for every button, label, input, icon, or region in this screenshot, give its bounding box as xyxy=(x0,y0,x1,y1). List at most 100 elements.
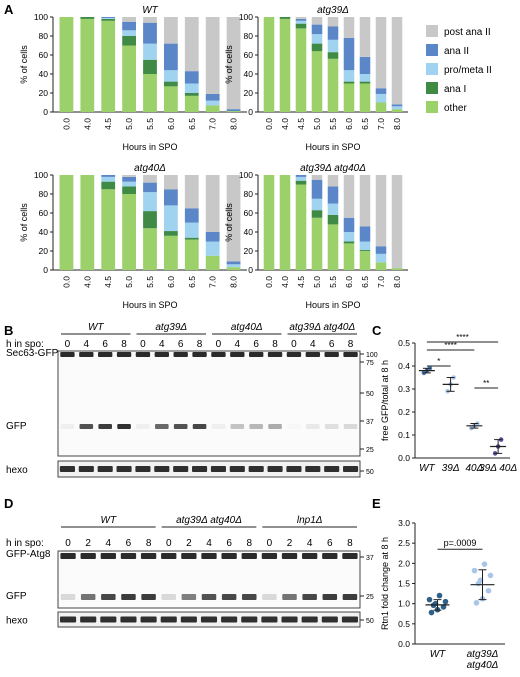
bar-segment xyxy=(205,100,220,106)
y-tick-label: 0.3 xyxy=(398,384,410,394)
hexo-band xyxy=(343,466,359,472)
bar-segment xyxy=(311,198,323,211)
bar-segment xyxy=(311,210,323,218)
bar-segment xyxy=(359,175,371,227)
time-label: h in spo: xyxy=(6,538,44,549)
bar-segment xyxy=(359,251,371,270)
x-tick-label: 7.0 xyxy=(376,118,386,130)
bar-segment xyxy=(295,175,307,177)
bar-segment xyxy=(327,17,339,27)
y-tick-label: 1.5 xyxy=(398,579,410,589)
bar-segment xyxy=(101,176,116,182)
y-tick-label: 80 xyxy=(244,31,254,41)
free-gfp-band xyxy=(155,424,169,429)
significance-label: ** xyxy=(483,379,489,388)
x-tick-label: 6.0 xyxy=(344,118,354,130)
dot-plot-e: 0.0 0.5 1.0 1.5 2.0 2.5 3.0 Rtn1 fold change at… xyxy=(380,518,505,671)
lane-label: 0 xyxy=(216,339,222,350)
y-tick-label: 3.0 xyxy=(398,518,410,528)
bar-segment xyxy=(143,182,157,193)
bar-segment xyxy=(375,253,387,263)
marker-label: 100 xyxy=(366,352,378,359)
free-gfp-band xyxy=(306,424,320,429)
bar-segment xyxy=(279,18,291,112)
x-tick-label: 8.0 xyxy=(229,118,239,130)
bar-segment xyxy=(375,88,387,94)
data-point xyxy=(442,598,449,605)
x-tick-label: 6.5 xyxy=(360,118,370,130)
hexo-band xyxy=(135,466,151,472)
bar-segment xyxy=(143,228,157,270)
lane-label: 4 xyxy=(206,538,212,549)
bar-segment xyxy=(359,250,371,251)
bar-segment xyxy=(143,211,157,229)
bar-segment xyxy=(343,70,355,82)
x-axis-label: Hours in SPO xyxy=(305,300,360,310)
hexo-band xyxy=(180,616,197,623)
x-tick-label: 6.5 xyxy=(360,276,370,288)
bar-segment xyxy=(311,51,323,112)
bar-segment xyxy=(311,217,323,270)
bar-segment xyxy=(375,93,387,103)
free-gfp-band xyxy=(80,594,96,600)
full-length-band xyxy=(211,352,226,357)
full-length-band xyxy=(286,352,302,357)
y-axis-label: % of cells xyxy=(19,45,29,84)
strain-label: atg39Δ xyxy=(155,322,187,333)
panel-letter-e: E xyxy=(372,496,381,511)
y-axis-label: % of cells xyxy=(19,203,29,242)
y-tick-label: 80 xyxy=(39,189,49,199)
bar-segment xyxy=(343,81,355,84)
bar-segment xyxy=(122,175,137,177)
bar-segment xyxy=(327,39,339,53)
bar-segment xyxy=(327,52,339,59)
stacked-bar-chart-2: 0 20 40 60 80 100 % of cells atg39Δ 0.0 4.0 4.5 5.0… xyxy=(224,5,408,152)
strain-label: WT xyxy=(101,515,117,526)
full-length-band xyxy=(343,352,358,357)
x-tick-label: 7.0 xyxy=(376,276,386,288)
bar-segment xyxy=(184,93,199,96)
bar-segment xyxy=(101,181,116,190)
bar-segment xyxy=(359,56,371,74)
lane-label: 2 xyxy=(85,538,91,549)
full-length-band xyxy=(173,352,188,357)
marker-label: 37 xyxy=(366,419,374,426)
x-category-label: atg40Δ xyxy=(467,660,499,671)
legend-entry: pro/meta II xyxy=(444,65,492,76)
x-category-label: 39Δ 40Δ xyxy=(479,463,517,474)
y-tick-label: 40 xyxy=(244,227,254,237)
marker-label: 50 xyxy=(366,391,374,398)
free-gfp-band xyxy=(262,594,277,600)
y-tick-label: 60 xyxy=(39,50,49,60)
strain-label: lnp1Δ xyxy=(297,515,323,526)
x-tick-label: 5.0 xyxy=(312,276,322,288)
bar-segment xyxy=(375,102,387,112)
bar-segment xyxy=(311,34,323,44)
lane-label: 4 xyxy=(159,339,165,350)
free-gfp-band xyxy=(342,594,358,600)
x-tick-label: 6.0 xyxy=(166,276,176,288)
y-tick-label: 40 xyxy=(244,69,254,79)
panel-letter-c: C xyxy=(372,323,382,338)
bar-segment xyxy=(184,239,199,270)
hexo-band xyxy=(140,616,157,623)
full-length-band xyxy=(324,352,339,357)
panel-letter-b: B xyxy=(4,323,13,338)
y-tick-label: 40 xyxy=(39,227,49,237)
hexo-band xyxy=(210,466,226,472)
bar-segment xyxy=(295,18,307,21)
bar-segment xyxy=(327,186,339,204)
data-point xyxy=(436,592,443,599)
free-gfp-band xyxy=(302,594,317,600)
lane-label: 6 xyxy=(329,339,335,350)
bar-segment xyxy=(163,81,178,87)
bar-segment xyxy=(80,175,95,270)
full-length-band xyxy=(116,352,132,357)
full-length-band xyxy=(120,553,137,559)
x-axis-label: Hours in SPO xyxy=(122,300,177,310)
lane-label: 4 xyxy=(84,339,90,350)
chart-title: WT xyxy=(142,5,158,16)
hexo-band xyxy=(261,616,278,623)
stacked-bar-chart-4: 0 20 40 60 80 100 % of cells atg39Δ atg40Δ 0.0 4.… xyxy=(224,163,408,310)
hexo-band xyxy=(97,466,113,472)
